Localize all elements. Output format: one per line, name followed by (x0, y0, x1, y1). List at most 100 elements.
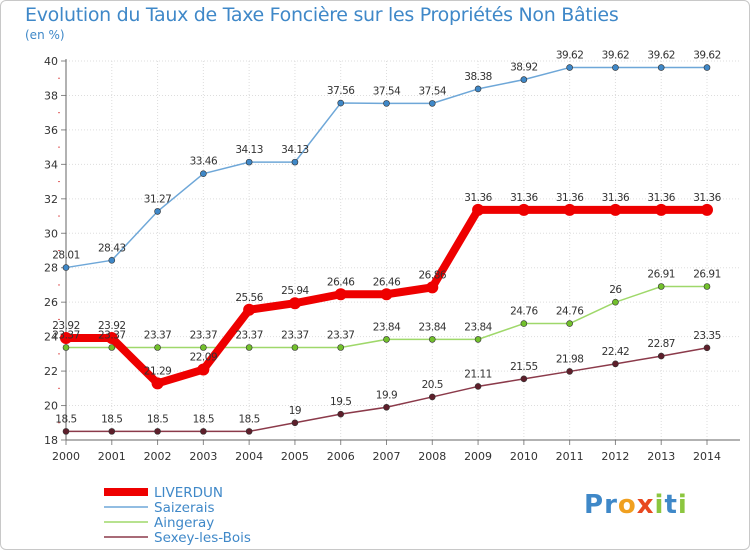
data-point (428, 336, 436, 343)
y-tick-label: 34 (44, 158, 58, 171)
data-point (703, 344, 711, 352)
data-point (108, 428, 116, 435)
x-tick-label: 2012 (601, 450, 629, 463)
data-point (474, 383, 482, 390)
data-point (200, 344, 207, 351)
data-label: 23.92 (98, 320, 126, 332)
data-point (657, 352, 665, 360)
data-label: 38.38 (464, 71, 492, 83)
y-tick-label: 32 (44, 193, 58, 206)
data-point (62, 428, 70, 435)
data-label: 23.84 (419, 321, 447, 333)
data-point (200, 170, 207, 177)
proxiti-logo: Proxiti (584, 490, 688, 520)
data-label: 34.13 (281, 144, 309, 156)
chart-title: Evolution du Taux de Taxe Foncière sur l… (25, 4, 619, 26)
data-point (701, 203, 713, 216)
data-label: 23.37 (52, 329, 80, 341)
data-point (428, 393, 436, 401)
data-point (655, 203, 668, 216)
data-label: 31.36 (510, 192, 538, 204)
data-label: 34.13 (235, 144, 263, 156)
data-point (474, 85, 482, 93)
data-label: 22.42 (602, 346, 630, 358)
logo-letter: i (677, 490, 688, 520)
data-point (563, 203, 576, 216)
y-tick-label: 20 (44, 400, 58, 413)
x-tick-label: 2001 (98, 450, 126, 463)
logo-letter: P (584, 490, 605, 520)
x-tick-label: 2009 (464, 450, 492, 463)
data-label: 31.36 (464, 192, 492, 204)
data-label: 31.27 (144, 193, 172, 205)
data-point (566, 368, 573, 375)
data-label: 21.11 (464, 368, 492, 380)
data-point (337, 410, 345, 418)
data-label: 31.36 (647, 192, 675, 204)
logo-letter: t (664, 490, 678, 520)
data-point (243, 303, 256, 316)
y-tick-label: 30 (44, 227, 58, 240)
data-point (380, 288, 393, 301)
data-point (337, 344, 345, 351)
data-label: 18.5 (147, 413, 168, 425)
data-label: 23.37 (144, 329, 172, 341)
data-label: 18.5 (193, 413, 214, 425)
logo-letter: o (617, 490, 637, 520)
data-point (383, 100, 390, 107)
data-point (566, 320, 573, 327)
data-point (426, 281, 439, 294)
data-label: 25.94 (281, 285, 309, 297)
data-label: 23.84 (373, 321, 401, 333)
data-label: 33.46 (190, 156, 218, 168)
y-tick-label: 28 (44, 262, 58, 275)
x-tick-label: 2005 (281, 450, 309, 463)
data-point (105, 332, 118, 345)
data-point (245, 428, 253, 435)
data-point (291, 158, 299, 166)
data-point (154, 428, 161, 435)
data-label: 24.76 (510, 306, 538, 318)
data-label: 23.37 (98, 329, 126, 341)
data-point (154, 344, 161, 351)
data-label: 37.54 (373, 85, 401, 97)
data-point (291, 344, 299, 351)
data-label: 26.86 (419, 269, 447, 281)
data-label: 37.54 (419, 85, 447, 97)
x-tick-label: 2011 (556, 450, 584, 463)
data-label: 31.36 (556, 192, 584, 204)
data-point (474, 336, 482, 343)
data-label: 23.92 (52, 320, 80, 332)
data-label: 26.46 (373, 276, 401, 288)
data-point (703, 283, 711, 290)
data-point (108, 344, 116, 351)
data-point (200, 428, 207, 435)
data-label: 21.55 (510, 361, 538, 373)
x-tick-label: 2004 (235, 450, 263, 463)
data-label: 39.62 (602, 50, 630, 62)
x-tick-label: 2003 (189, 450, 217, 463)
data-point (108, 257, 116, 264)
data-point (612, 64, 619, 71)
data-label: 28.43 (98, 242, 126, 254)
data-point (62, 264, 70, 271)
data-label: 37.56 (327, 85, 355, 97)
data-label: 25.56 (235, 292, 263, 304)
logo-letter: i (654, 490, 665, 520)
data-point (291, 419, 299, 427)
data-label: 21.98 (556, 353, 584, 365)
data-point (60, 332, 72, 345)
data-point (245, 344, 253, 351)
legend-label: Saizerais (154, 500, 215, 516)
data-label: 23.84 (464, 321, 492, 333)
y-tick-label: 22 (44, 365, 58, 378)
y-tick-label: 24 (44, 331, 58, 344)
data-label: 18.5 (101, 413, 122, 425)
data-label: 20.5 (422, 379, 443, 391)
data-point (520, 320, 528, 327)
data-label: 19.9 (376, 389, 397, 401)
legend-label: LIVERDUN (154, 485, 223, 501)
x-tick-label: 2010 (510, 450, 538, 463)
legend-label: Aingeray (154, 515, 214, 531)
data-label: 22.87 (647, 338, 675, 350)
